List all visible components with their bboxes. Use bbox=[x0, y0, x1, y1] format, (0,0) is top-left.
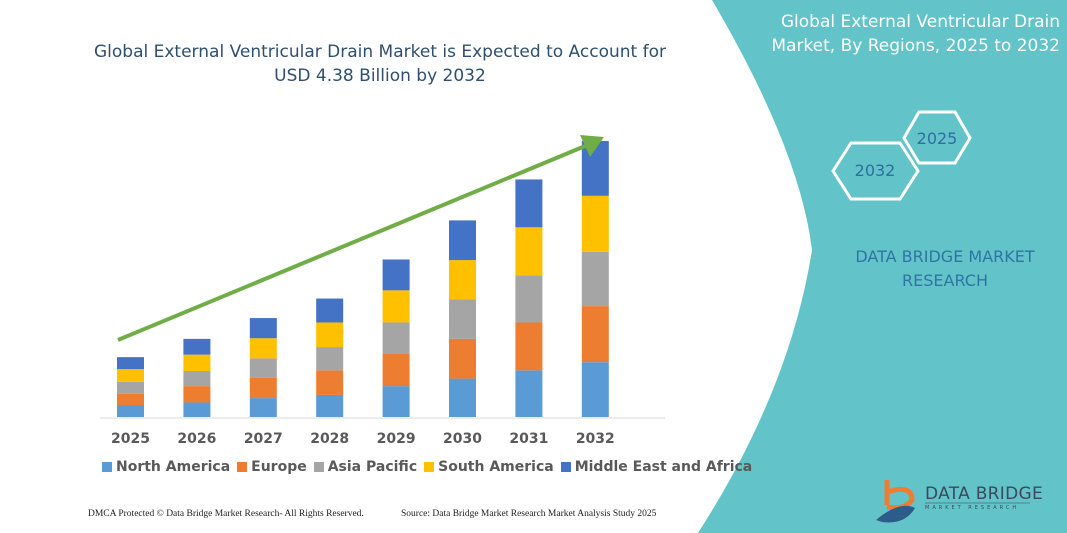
bar-segment-2028-asia-pacific bbox=[316, 347, 344, 371]
side-panel-title: Global External Ventricular Drain Market… bbox=[771, 12, 1060, 56]
bar-segment-2028-north-america bbox=[316, 394, 344, 417]
brand-text: DATA BRIDGE MARKET RESEARCH bbox=[855, 247, 1035, 290]
bar-segment-2028-middle-east-and-africa bbox=[316, 298, 344, 323]
legend-label: Europe bbox=[251, 459, 307, 475]
trend-arrow-head bbox=[580, 135, 604, 157]
bar-segment-2030-middle-east-and-africa bbox=[449, 220, 476, 261]
legend-item: Europe bbox=[237, 459, 307, 475]
x-tick-label: 2028 bbox=[310, 431, 349, 447]
bar-segment-2031-south-america bbox=[515, 227, 543, 276]
bar-segment-2030-north-america bbox=[449, 378, 476, 417]
bar-segment-2032-south-america bbox=[581, 195, 609, 252]
bar-segment-2026-north-america bbox=[183, 402, 211, 417]
legend-item: Middle East and Africa bbox=[560, 459, 753, 475]
bar-segment-2025-south-america bbox=[117, 369, 144, 382]
logo-icon bbox=[876, 480, 915, 523]
x-tick-label: 2031 bbox=[509, 431, 548, 447]
bar-segment-2032-europe bbox=[581, 306, 609, 363]
bar-segment-2032-asia-pacific bbox=[581, 251, 609, 307]
bar-segment-2029-south-america bbox=[382, 290, 410, 323]
bar-segment-2027-europe bbox=[249, 377, 277, 399]
footer-copyright: DMCA Protected © Data Bridge Market Rese… bbox=[88, 509, 364, 519]
legend-swatch bbox=[313, 462, 324, 472]
bar-segment-2029-europe bbox=[382, 353, 410, 387]
bar-segment-2031-north-america bbox=[515, 370, 543, 417]
bar-segment-2030-europe bbox=[449, 338, 476, 379]
legend: North America Europe Asia Pacific South … bbox=[102, 459, 752, 475]
chart-title: Global External Ventricular Drain Market… bbox=[94, 42, 666, 86]
legend-swatch bbox=[424, 462, 435, 472]
hex-2032-label: 2032 bbox=[854, 161, 896, 180]
bar-segment-2025-asia-pacific bbox=[117, 381, 144, 394]
legend-label: Asia Pacific bbox=[327, 459, 418, 475]
legend-label: North America bbox=[116, 459, 231, 475]
bar-segment-2031-asia-pacific bbox=[515, 275, 543, 323]
x-tick-label: 2030 bbox=[443, 431, 482, 447]
legend-swatch bbox=[237, 462, 248, 472]
bar-segment-2025-middle-east-and-africa bbox=[117, 357, 144, 370]
side-panel-background bbox=[698, 0, 1067, 533]
bar-segment-2028-south-america bbox=[316, 322, 344, 348]
bar-segment-2031-europe bbox=[515, 322, 543, 371]
x-tick-label: 2025 bbox=[111, 431, 150, 447]
legend-item: Asia Pacific bbox=[313, 459, 418, 475]
x-tick-label: 2032 bbox=[576, 431, 615, 447]
x-tick-label: 2027 bbox=[244, 431, 283, 447]
bar-segment-2031-middle-east-and-africa bbox=[515, 179, 543, 228]
bar-segment-2032-north-america bbox=[581, 362, 609, 417]
bar-segment-2027-middle-east-and-africa bbox=[249, 318, 277, 339]
legend-label: Middle East and Africa bbox=[574, 459, 753, 475]
logo-text: DATA BRIDGE bbox=[925, 484, 1043, 504]
bar-segment-2032-middle-east-and-africa bbox=[581, 141, 609, 196]
trend-arrow bbox=[117, 142, 591, 342]
bar-segment-2028-europe bbox=[316, 370, 344, 395]
legend-swatch bbox=[560, 462, 571, 472]
bar-segment-2026-europe bbox=[183, 386, 211, 403]
footer-source: Source: Data Bridge Market Research Mark… bbox=[401, 509, 657, 519]
legend-item: North America bbox=[102, 459, 230, 475]
x-tick-label: 2026 bbox=[177, 431, 216, 447]
bar-segment-2025-europe bbox=[117, 393, 144, 406]
hex-2025-icon bbox=[902, 110, 972, 165]
logo-subtext: MARKET RESEARCH bbox=[925, 505, 1020, 511]
bar-segment-2029-asia-pacific bbox=[382, 322, 410, 354]
hex-2032-icon bbox=[831, 141, 920, 201]
x-tick-label: 2029 bbox=[377, 431, 416, 447]
hex-2025-label: 2025 bbox=[916, 129, 958, 148]
legend-label: South America bbox=[438, 459, 554, 475]
bar-segment-2026-middle-east-and-africa bbox=[183, 338, 211, 355]
bar-segment-2025-north-america bbox=[117, 405, 144, 417]
bar-segment-2026-asia-pacific bbox=[183, 371, 211, 387]
bar-segment-2027-south-america bbox=[249, 338, 277, 359]
bar-segment-2029-middle-east-and-africa bbox=[382, 259, 410, 291]
bar-segment-2026-south-america bbox=[183, 354, 211, 371]
bar-segment-2029-north-america bbox=[382, 386, 410, 417]
bar-segment-2030-south-america bbox=[449, 260, 476, 300]
legend-swatch bbox=[102, 462, 112, 472]
bar-segment-2027-north-america bbox=[249, 398, 277, 417]
bar-segment-2030-asia-pacific bbox=[449, 299, 476, 339]
bar-segment-2027-asia-pacific bbox=[249, 358, 277, 378]
legend-item: South America bbox=[424, 459, 554, 475]
